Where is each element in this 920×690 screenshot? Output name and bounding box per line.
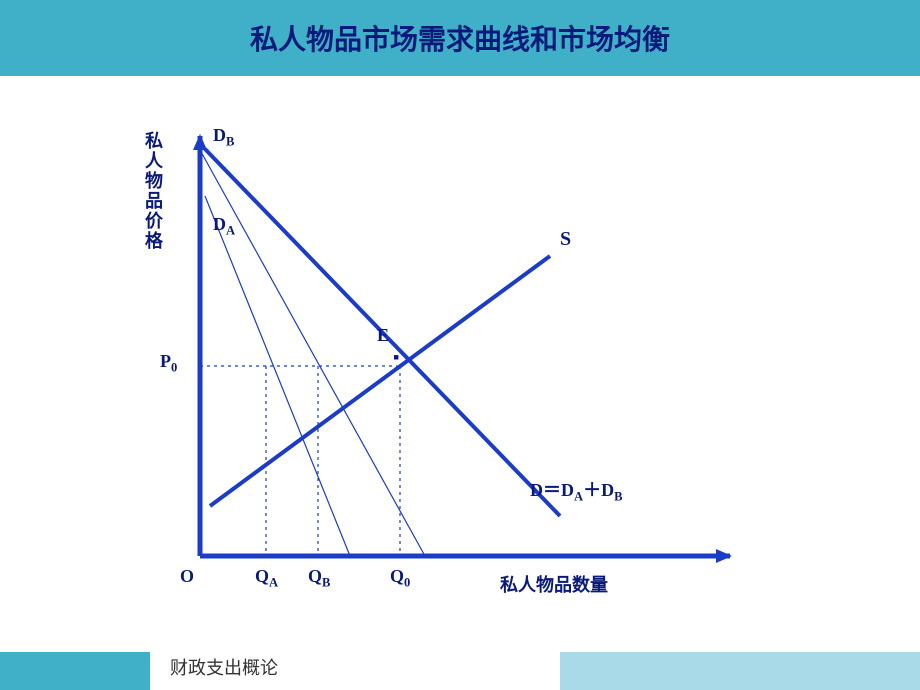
label-db: DB	[213, 125, 234, 150]
label-da: DA	[213, 214, 235, 239]
label-e: E	[377, 325, 389, 346]
label-origin: O	[180, 566, 194, 587]
footer-bar-left	[0, 652, 150, 690]
label-qa: QA	[255, 566, 278, 591]
label-qb: QB	[308, 566, 330, 591]
x-axis-label: 私人物品数量	[500, 571, 608, 597]
economics-chart	[0, 76, 920, 636]
label-s: S	[560, 228, 571, 251]
equilibrium-point: ▪	[393, 347, 399, 368]
slide-header: 私人物品市场需求曲线和市场均衡	[0, 0, 920, 76]
slide-title: 私人物品市场需求曲线和市场均衡	[250, 18, 670, 58]
label-d-equation: D＝DA＋DB	[530, 476, 623, 505]
label-p0: P0	[160, 351, 177, 376]
label-q0: Q0	[390, 566, 410, 591]
footer-bar-right	[560, 652, 920, 690]
y-axis-label: 私人物品价格	[140, 131, 166, 251]
footer-text: 财政支出概论	[170, 654, 278, 680]
chart-area: 私人物品价格 DB DA S E ▪ P0 D＝DA＋DB O QA QB Q0…	[0, 76, 920, 636]
slide-footer: 财政支出概论	[0, 640, 920, 690]
